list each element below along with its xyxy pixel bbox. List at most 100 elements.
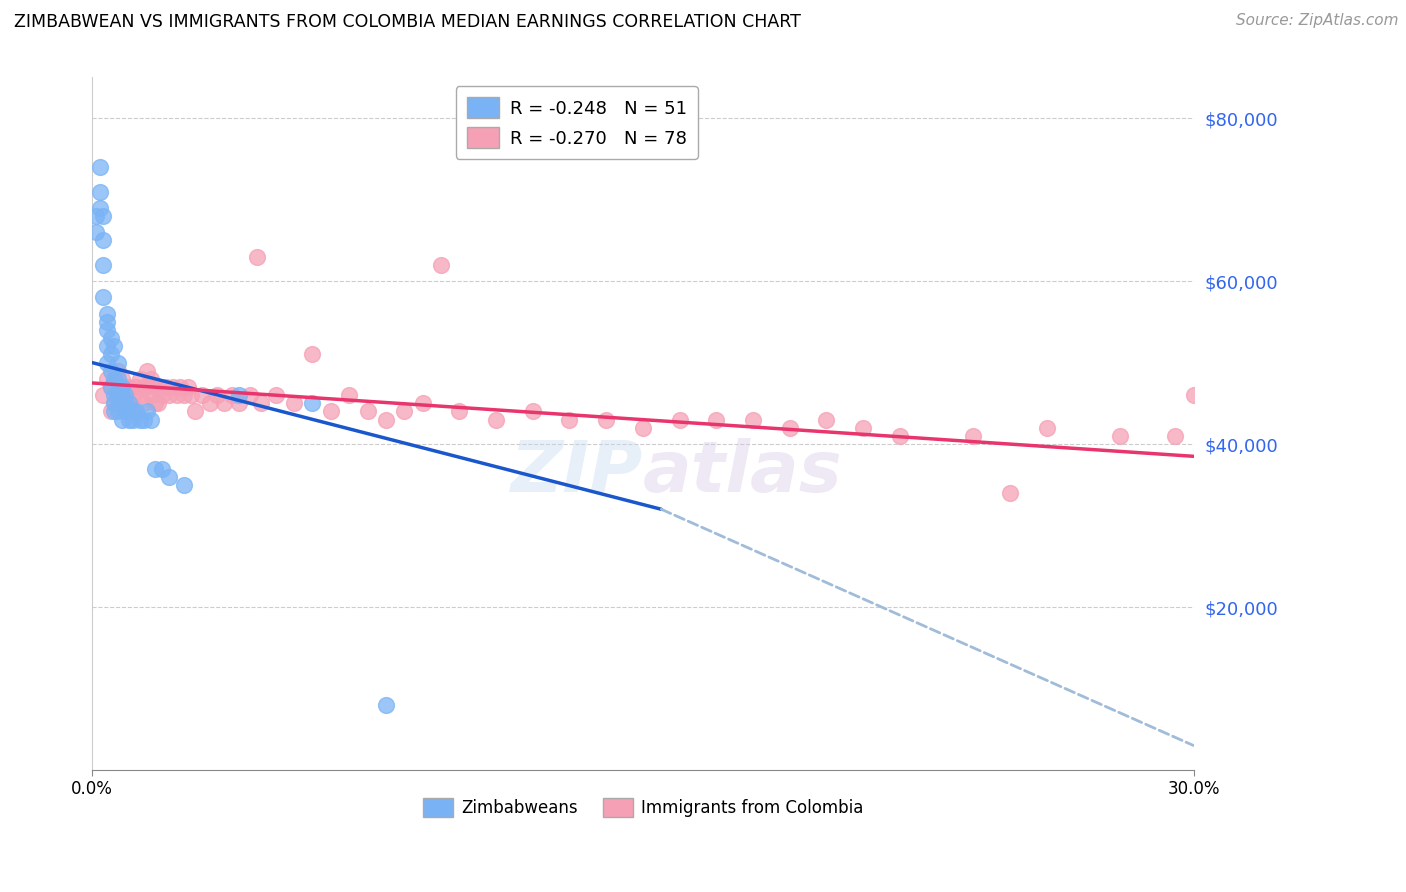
Point xyxy=(852,421,875,435)
Point xyxy=(356,404,378,418)
Point xyxy=(91,290,114,304)
Point xyxy=(89,160,111,174)
Point xyxy=(132,396,155,410)
Point xyxy=(96,307,118,321)
Point xyxy=(107,372,129,386)
Point xyxy=(239,388,262,402)
Point xyxy=(103,396,125,410)
Point xyxy=(96,339,118,353)
Point xyxy=(118,380,141,394)
Point xyxy=(205,388,228,402)
Point xyxy=(139,372,162,386)
Point xyxy=(962,429,984,443)
Point xyxy=(301,347,323,361)
Point xyxy=(430,258,453,272)
Point xyxy=(129,372,152,386)
Point xyxy=(114,404,136,418)
Point xyxy=(96,372,118,386)
Point xyxy=(121,412,143,426)
Point xyxy=(96,323,118,337)
Point xyxy=(668,412,690,426)
Point xyxy=(173,388,195,402)
Point xyxy=(1182,388,1205,402)
Point xyxy=(114,396,136,410)
Point xyxy=(96,315,118,329)
Point xyxy=(91,388,114,402)
Point xyxy=(107,380,129,394)
Point xyxy=(779,421,801,435)
Point xyxy=(107,388,129,402)
Point xyxy=(89,201,111,215)
Point xyxy=(742,412,765,426)
Point xyxy=(107,364,129,378)
Point xyxy=(374,412,396,426)
Text: ZIP: ZIP xyxy=(510,438,643,507)
Point xyxy=(412,396,434,410)
Point xyxy=(139,412,162,426)
Point xyxy=(118,412,141,426)
Point xyxy=(1109,429,1132,443)
Point xyxy=(283,396,305,410)
Point xyxy=(110,388,132,402)
Point xyxy=(84,225,107,239)
Point xyxy=(173,478,195,492)
Point xyxy=(132,380,155,394)
Point xyxy=(143,461,166,475)
Point xyxy=(191,388,214,402)
Point xyxy=(100,380,122,394)
Point xyxy=(522,404,544,418)
Point xyxy=(374,698,396,712)
Point xyxy=(143,396,166,410)
Point xyxy=(221,388,243,402)
Point xyxy=(148,380,170,394)
Point xyxy=(998,486,1021,500)
Point xyxy=(264,388,287,402)
Point xyxy=(246,250,269,264)
Point xyxy=(136,380,159,394)
Point xyxy=(84,209,107,223)
Legend: Zimbabweans, Immigrants from Colombia: Zimbabweans, Immigrants from Colombia xyxy=(416,791,870,824)
Point xyxy=(118,404,141,418)
Point xyxy=(1036,421,1059,435)
Point xyxy=(114,380,136,394)
Point xyxy=(121,388,143,402)
Point xyxy=(103,372,125,386)
Point xyxy=(125,380,148,394)
Point xyxy=(103,396,125,410)
Point xyxy=(198,396,221,410)
Point xyxy=(121,404,143,418)
Text: atlas: atlas xyxy=(643,438,842,507)
Point xyxy=(100,364,122,378)
Point xyxy=(162,380,184,394)
Point xyxy=(110,412,132,426)
Point xyxy=(114,396,136,410)
Point xyxy=(107,356,129,370)
Point xyxy=(110,380,132,394)
Point xyxy=(815,412,838,426)
Point xyxy=(103,372,125,386)
Point xyxy=(100,347,122,361)
Point xyxy=(449,404,471,418)
Point xyxy=(150,461,173,475)
Point xyxy=(110,396,132,410)
Point xyxy=(110,388,132,402)
Point xyxy=(558,412,581,426)
Point xyxy=(155,380,177,394)
Point xyxy=(136,404,159,418)
Point xyxy=(319,404,342,418)
Point xyxy=(228,396,250,410)
Point xyxy=(485,412,508,426)
Point xyxy=(169,380,191,394)
Point xyxy=(100,404,122,418)
Point xyxy=(118,396,141,410)
Text: Source: ZipAtlas.com: Source: ZipAtlas.com xyxy=(1236,13,1399,29)
Point xyxy=(107,396,129,410)
Point xyxy=(139,388,162,402)
Point xyxy=(103,388,125,402)
Point xyxy=(150,388,173,402)
Point xyxy=(228,388,250,402)
Point xyxy=(129,388,152,402)
Point xyxy=(136,364,159,378)
Point xyxy=(91,209,114,223)
Point xyxy=(107,404,129,418)
